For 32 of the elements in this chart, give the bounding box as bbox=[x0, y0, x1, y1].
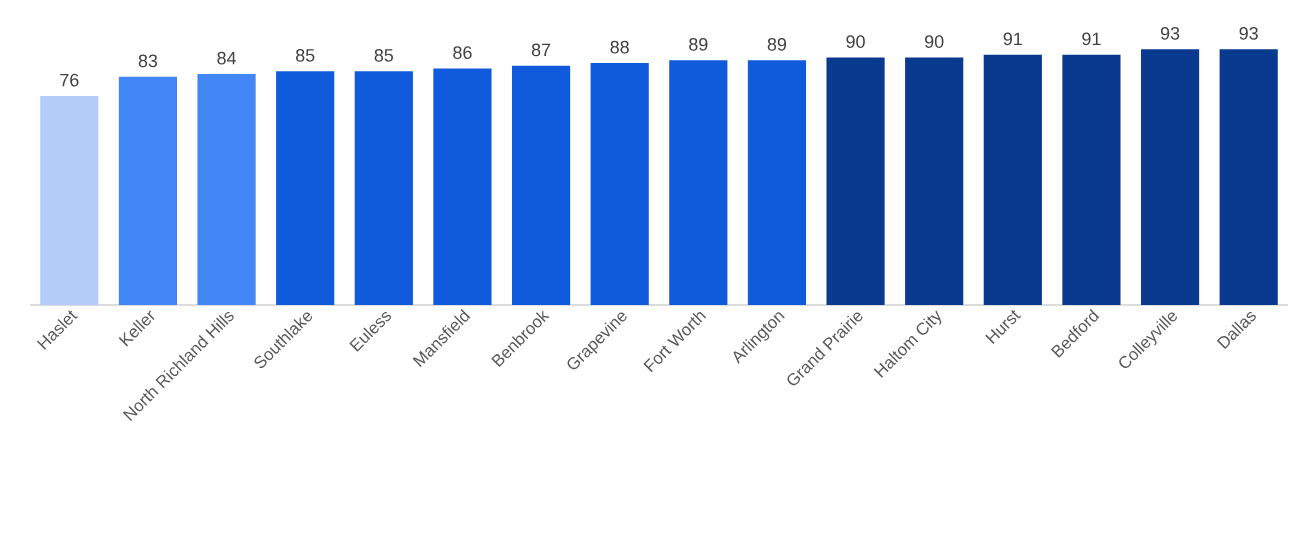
data-label: 93 bbox=[1239, 26, 1258, 40]
data-label: 83 bbox=[138, 54, 158, 68]
data-label: 91 bbox=[1082, 32, 1101, 46]
bar bbox=[1062, 54, 1121, 305]
bar bbox=[276, 71, 335, 305]
data-label: 86 bbox=[453, 46, 472, 59]
data-label: 90 bbox=[846, 35, 865, 48]
data-label: 87 bbox=[531, 43, 551, 57]
bar bbox=[747, 60, 807, 305]
data-label: 89 bbox=[689, 37, 708, 51]
bar bbox=[197, 73, 256, 305]
data-label: 76 bbox=[60, 73, 79, 87]
bar bbox=[118, 76, 178, 305]
bar bbox=[669, 60, 728, 305]
bar bbox=[354, 71, 413, 305]
data-label: 88 bbox=[610, 40, 629, 54]
bar bbox=[590, 62, 649, 305]
bar bbox=[40, 95, 99, 305]
data-label: 93 bbox=[1160, 26, 1180, 40]
data-label: 91 bbox=[1003, 32, 1022, 46]
data-label: 84 bbox=[217, 51, 237, 65]
bar bbox=[1219, 49, 1278, 305]
data-label: 85 bbox=[374, 48, 394, 62]
data-label: 89 bbox=[767, 37, 787, 51]
bar bbox=[905, 57, 964, 305]
bar bbox=[983, 54, 1042, 305]
bar bbox=[826, 57, 885, 305]
data-label: 85 bbox=[295, 48, 315, 62]
bar bbox=[1140, 49, 1200, 305]
bar bbox=[433, 68, 492, 305]
data-label: 90 bbox=[925, 35, 944, 48]
bar bbox=[511, 65, 571, 305]
